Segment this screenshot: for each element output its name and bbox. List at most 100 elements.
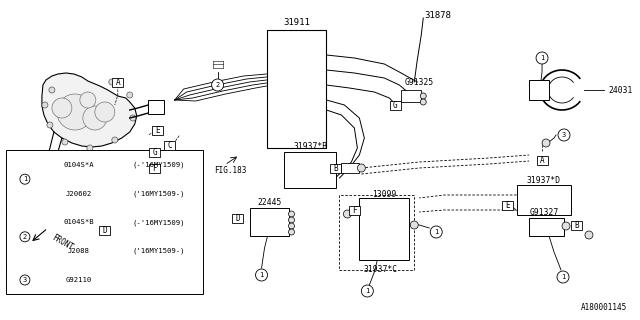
Text: C: C: [168, 140, 172, 149]
Circle shape: [112, 137, 118, 143]
Bar: [529, 218, 564, 236]
Bar: [232, 213, 243, 222]
Circle shape: [20, 232, 30, 242]
Bar: [148, 100, 164, 114]
Text: 0104S*A: 0104S*A: [63, 162, 94, 168]
Bar: [572, 220, 582, 229]
Circle shape: [585, 231, 593, 239]
Circle shape: [57, 94, 93, 130]
Circle shape: [558, 129, 570, 141]
Text: FRONT: FRONT: [50, 233, 74, 252]
Text: G: G: [152, 148, 157, 156]
Bar: [149, 164, 160, 172]
Bar: [360, 198, 409, 260]
Text: A180001145: A180001145: [580, 303, 627, 313]
Text: 31878: 31878: [424, 11, 451, 20]
Circle shape: [344, 210, 351, 218]
Bar: [285, 152, 337, 188]
Circle shape: [87, 145, 93, 151]
Bar: [517, 185, 571, 215]
Bar: [99, 226, 110, 235]
Bar: [341, 163, 360, 173]
Circle shape: [52, 98, 72, 118]
Text: 31937*B: 31937*B: [293, 141, 328, 150]
Bar: [149, 148, 160, 156]
Text: G91327: G91327: [529, 207, 559, 217]
Text: J20602: J20602: [65, 191, 92, 196]
Bar: [529, 80, 549, 100]
Text: (-'16MY1509): (-'16MY1509): [132, 162, 185, 168]
Text: 0104S*B: 0104S*B: [63, 220, 94, 225]
Circle shape: [109, 79, 115, 85]
Text: B: B: [333, 164, 338, 172]
Text: F: F: [352, 205, 356, 214]
Circle shape: [42, 102, 48, 108]
Text: (-'16MY1509): (-'16MY1509): [132, 219, 185, 226]
Text: ('16MY1509-): ('16MY1509-): [132, 190, 185, 197]
Bar: [390, 100, 401, 109]
Circle shape: [20, 174, 30, 184]
Circle shape: [20, 275, 30, 285]
Circle shape: [362, 285, 373, 297]
Text: 3: 3: [562, 132, 566, 138]
Bar: [152, 125, 163, 134]
Circle shape: [212, 79, 223, 91]
Text: G: G: [393, 100, 397, 109]
Text: 1: 1: [23, 176, 27, 182]
Text: G91325: G91325: [404, 77, 433, 86]
Text: 1: 1: [434, 229, 438, 235]
Bar: [536, 156, 548, 164]
Text: J2088: J2088: [68, 248, 90, 254]
Text: A: A: [115, 77, 120, 86]
Text: 2: 2: [23, 234, 27, 240]
Circle shape: [542, 139, 550, 147]
Text: 13099: 13099: [372, 189, 397, 198]
Circle shape: [255, 269, 268, 281]
Circle shape: [127, 92, 132, 98]
Circle shape: [95, 102, 115, 122]
Text: 1: 1: [540, 55, 544, 61]
Bar: [401, 90, 421, 102]
Text: 31911: 31911: [283, 18, 310, 27]
Circle shape: [49, 87, 55, 93]
Circle shape: [289, 217, 294, 223]
Text: 1: 1: [561, 274, 565, 280]
Circle shape: [557, 271, 569, 283]
Bar: [502, 201, 513, 210]
Circle shape: [289, 223, 294, 229]
Text: 3: 3: [23, 277, 27, 283]
Text: G92110: G92110: [65, 277, 92, 283]
Text: D: D: [102, 226, 107, 235]
Text: 22445: 22445: [257, 197, 282, 206]
Circle shape: [420, 93, 426, 99]
Bar: [164, 140, 175, 149]
Polygon shape: [42, 73, 137, 147]
Circle shape: [420, 99, 426, 105]
Text: E: E: [156, 125, 160, 134]
Circle shape: [130, 115, 136, 121]
Text: B: B: [575, 220, 579, 229]
Text: D: D: [236, 213, 240, 222]
Circle shape: [83, 106, 107, 130]
Circle shape: [289, 229, 294, 235]
Circle shape: [47, 122, 53, 128]
Bar: [330, 164, 341, 172]
Circle shape: [357, 164, 365, 172]
Bar: [250, 208, 289, 236]
Text: 31937*D: 31937*D: [527, 175, 561, 185]
Bar: [349, 205, 360, 214]
Text: FIG.183: FIG.183: [214, 165, 247, 174]
Text: 2: 2: [216, 82, 220, 88]
Circle shape: [562, 222, 570, 230]
Text: 24031: 24031: [609, 85, 634, 94]
Text: E: E: [505, 201, 509, 210]
Bar: [112, 77, 124, 86]
Circle shape: [80, 92, 96, 108]
Text: 1: 1: [259, 272, 264, 278]
Circle shape: [430, 226, 442, 238]
Circle shape: [289, 211, 294, 217]
Text: 1: 1: [365, 288, 369, 294]
Text: A: A: [540, 156, 545, 164]
Circle shape: [410, 221, 419, 229]
Circle shape: [62, 139, 68, 145]
